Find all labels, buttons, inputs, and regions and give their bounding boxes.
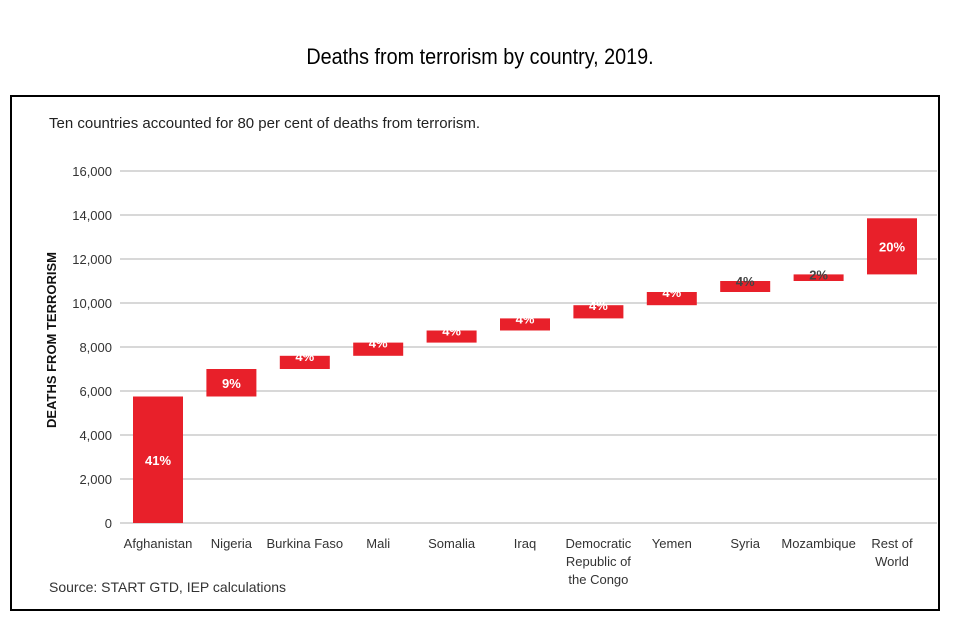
x-tick-label: Burkina Faso (267, 536, 344, 551)
bar-percent-label: 4% (662, 285, 681, 300)
y-tick-label: 2,000 (79, 472, 112, 487)
bar-syria (720, 281, 771, 292)
y-tick-label: 0 (105, 516, 112, 531)
y-tick-label: 8,000 (79, 340, 112, 355)
bar-afghanistan (133, 396, 183, 523)
x-tick-label: Mozambique (781, 536, 855, 551)
bar-mali (353, 342, 404, 356)
bar-percent-label: 20% (879, 239, 905, 254)
bar-percent-label: 4% (442, 324, 461, 339)
y-tick-label: 4,000 (79, 428, 112, 443)
x-tick-label: Iraq (514, 536, 536, 551)
y-axis-label: DEATHS FROM TERRORISM (44, 252, 59, 428)
y-tick-label: 14,000 (72, 208, 112, 223)
x-tick-label: Democratic Republic of the Congo (566, 536, 632, 587)
y-tick-label: 16,000 (72, 164, 112, 179)
bar-percent-label: 2% (809, 267, 828, 282)
x-tick-label: Mali (366, 536, 390, 551)
y-tick-label: 12,000 (72, 252, 112, 267)
page-title: Deaths from terrorism by country, 2019. (306, 44, 654, 69)
bar-burkina-faso (279, 355, 330, 369)
bar-somalia (426, 330, 477, 343)
chart-source: Source: START GTD, IEP calculations (49, 579, 286, 595)
x-tick-label: Rest of World (871, 536, 913, 569)
bar-percent-label: 9% (222, 376, 241, 391)
x-tick-label: Somalia (428, 536, 476, 551)
x-tick-label: Yemen (652, 536, 692, 551)
bar-percent-label: 4% (589, 298, 608, 313)
bar-percent-label: 4% (736, 274, 755, 289)
x-tick-label: Afghanistan (124, 536, 193, 551)
bar-nigeria (206, 369, 257, 397)
bar-percent-label: 41% (145, 453, 171, 468)
bar-yemen (646, 292, 697, 306)
bar-democratic-republic-of-the-congo (573, 305, 624, 319)
bar-rest-of-world (867, 218, 917, 275)
bar-percent-label: 4% (369, 336, 388, 351)
bar-percent-label: 4% (295, 349, 314, 364)
bar-iraq (500, 318, 550, 331)
x-tick-label: Syria (730, 536, 760, 551)
x-tick-label: Nigeria (211, 536, 253, 551)
y-tick-label: 6,000 (79, 384, 112, 399)
y-tick-label: 10,000 (72, 296, 112, 311)
bar-mozambique (793, 274, 844, 281)
chart-frame (10, 95, 940, 611)
bar-percent-label: 4% (516, 311, 535, 326)
chart-subtitle: Ten countries accounted for 80 per cent … (49, 115, 480, 132)
